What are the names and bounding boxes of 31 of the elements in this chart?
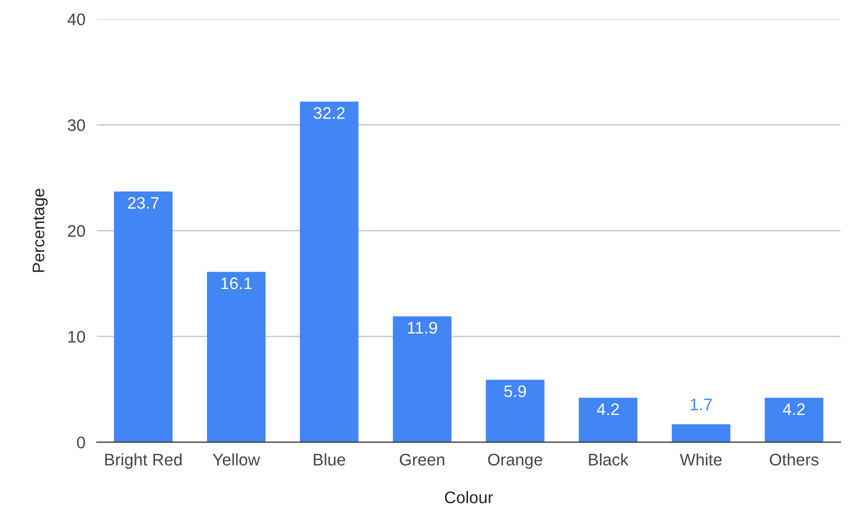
- bar: [764, 398, 824, 442]
- x-tick-label: Yellow: [212, 453, 260, 466]
- y-tick-label: 0: [77, 436, 86, 448]
- bar: [114, 192, 173, 442]
- x-tick-label: Black: [589, 453, 628, 466]
- bar: [578, 398, 638, 442]
- bar: [392, 316, 452, 442]
- y-tick-label: 10: [68, 330, 86, 343]
- bar: [206, 272, 266, 442]
- y-tick-label: 40: [68, 13, 86, 26]
- x-tick-label: Blue: [314, 453, 346, 466]
- bar: [486, 380, 544, 442]
- y-axis-title: Percentage: [32, 188, 48, 272]
- bar: [672, 424, 730, 442]
- bar: [300, 102, 358, 442]
- x-tick-label: Others: [770, 453, 818, 466]
- y-tick-label: 30: [68, 119, 86, 132]
- data-label: 23.7: [128, 197, 159, 209]
- x-tick-label: White: [680, 453, 722, 466]
- data-label: 16.1: [221, 277, 252, 290]
- x-tick-label: Bright Red: [105, 453, 182, 469]
- data-label: 4.2: [782, 403, 805, 415]
- data-label: 32.2: [314, 107, 345, 119]
- x-tick-label: Green: [400, 454, 444, 466]
- data-label: 5.9: [504, 385, 526, 398]
- data-label: 1.7: [690, 398, 712, 410]
- data-label: 11.9: [408, 322, 437, 334]
- x-tick-label: Orange: [488, 454, 542, 469]
- y-tick-label: 20: [68, 225, 86, 237]
- x-axis-title: Colour: [444, 491, 493, 504]
- data-label: 4.2: [596, 403, 619, 415]
